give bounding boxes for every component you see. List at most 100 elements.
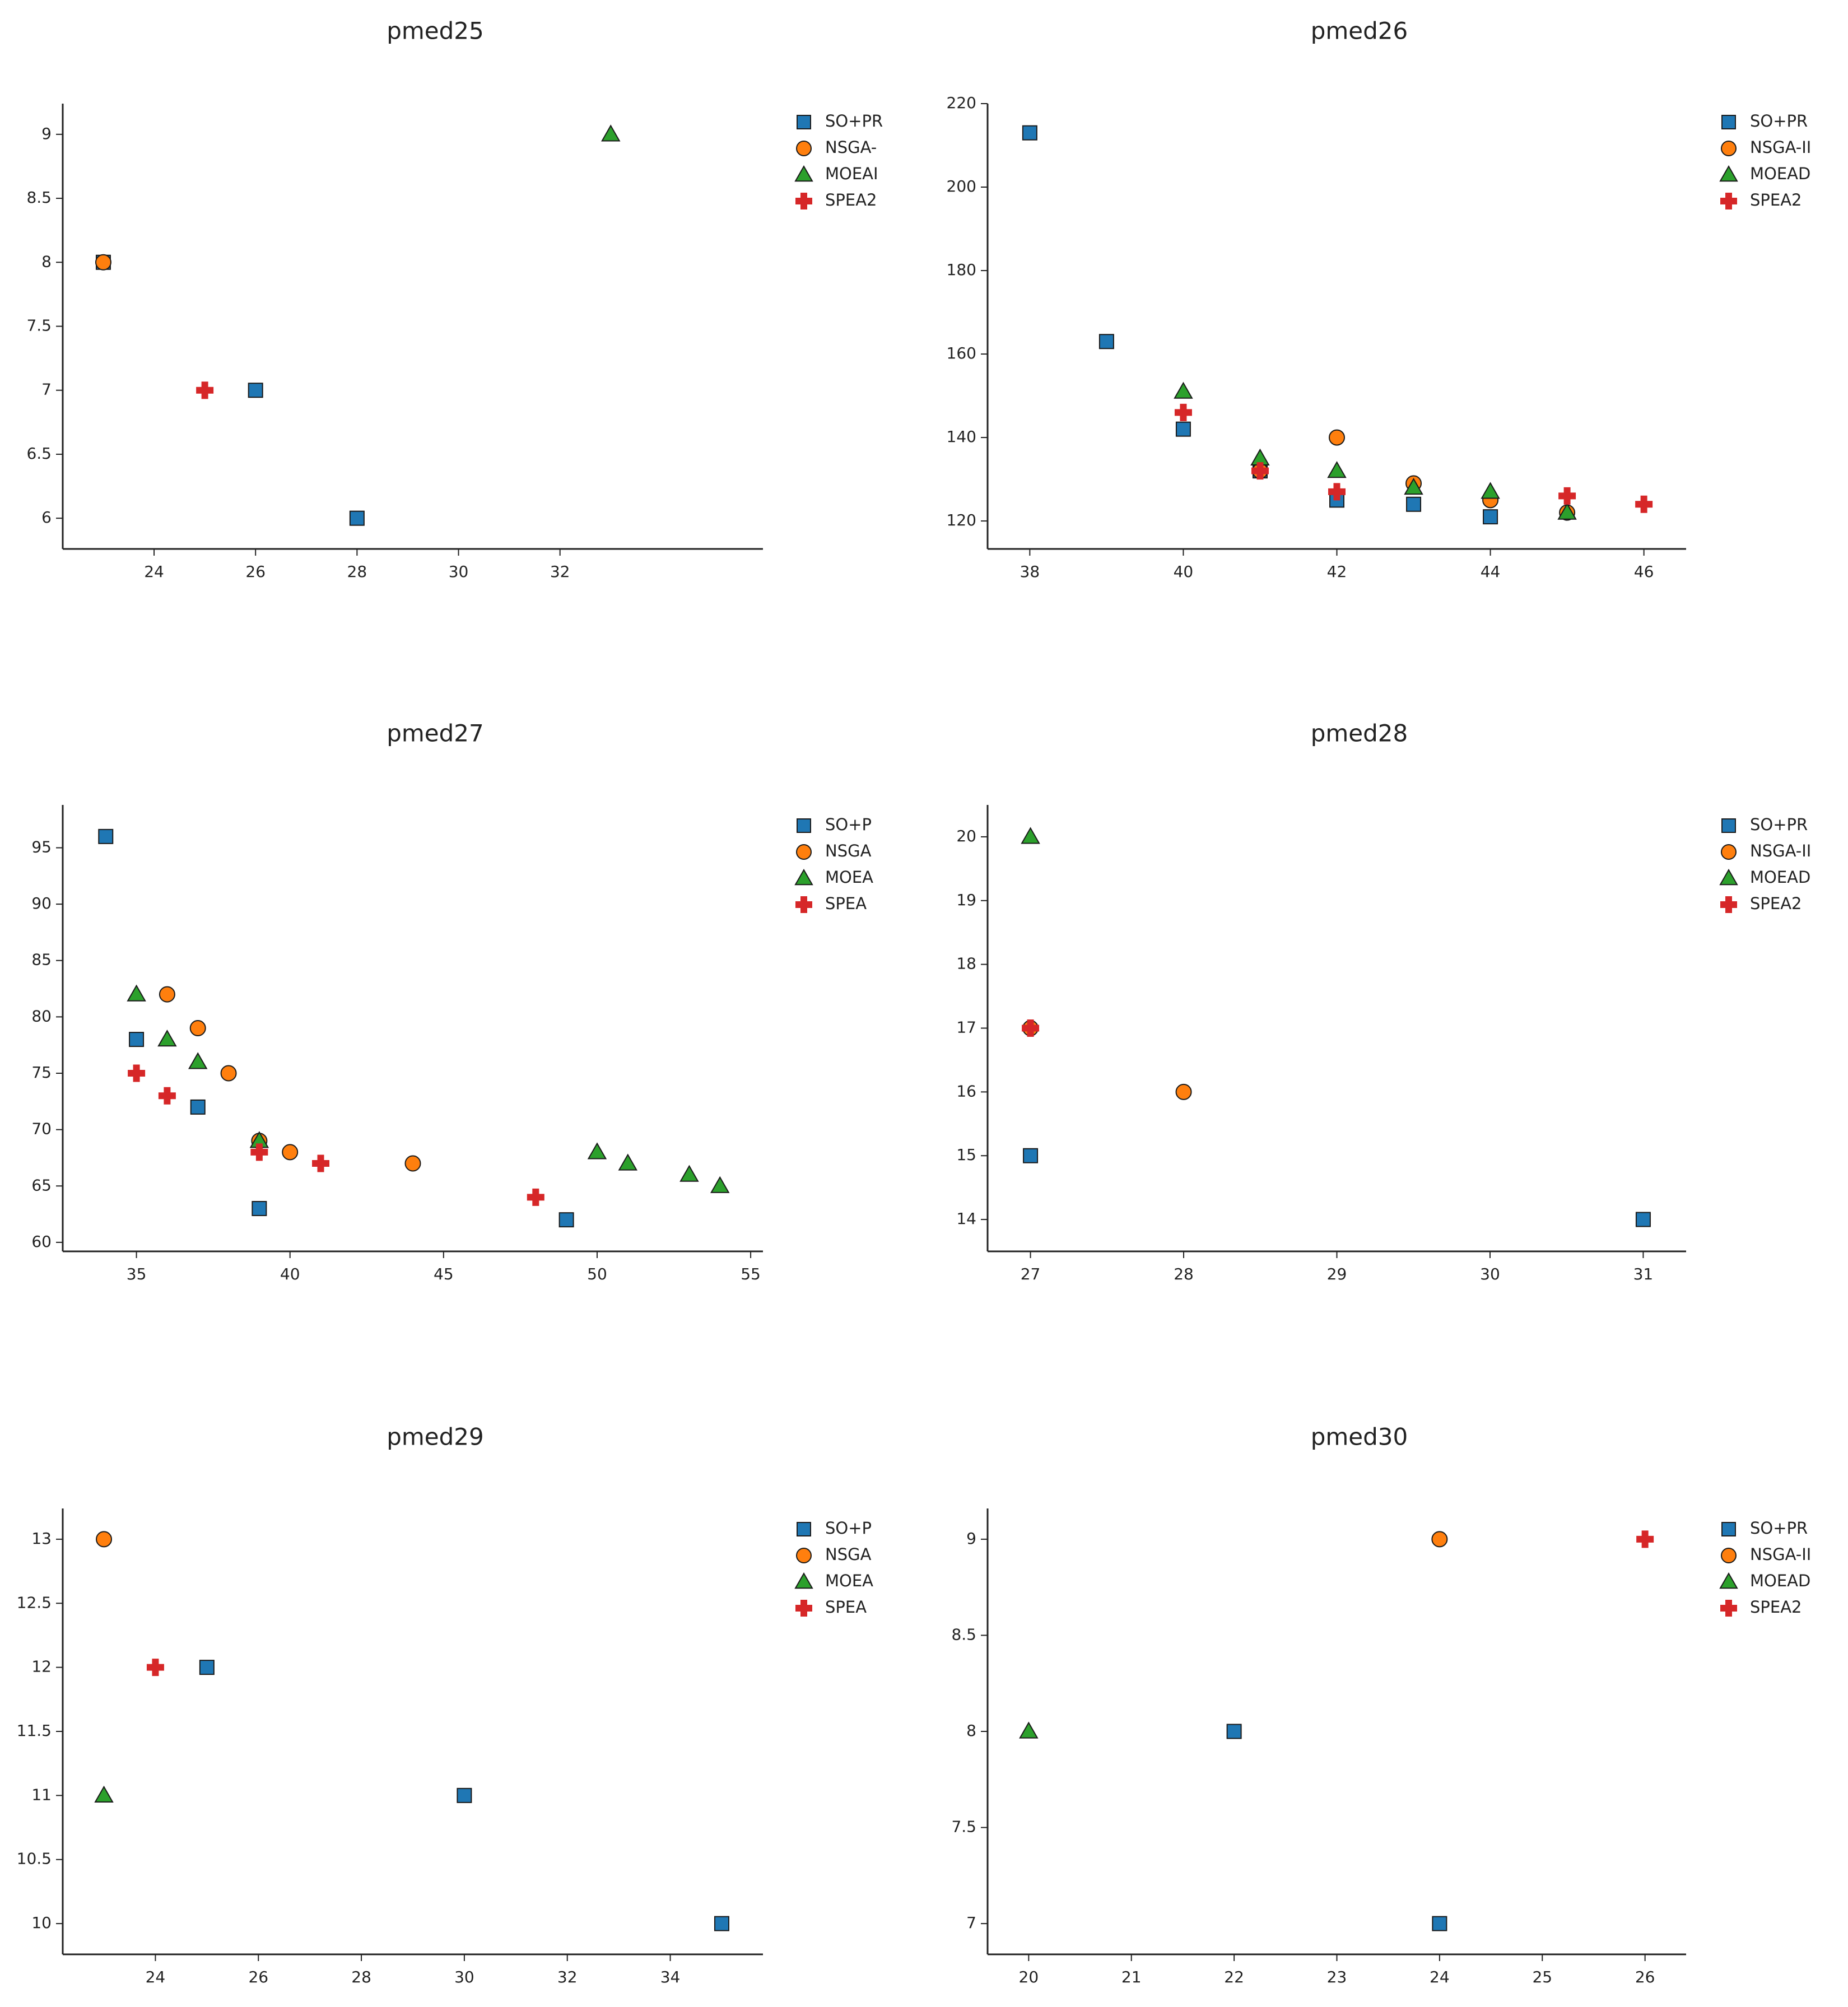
- data-point-so-pr: [349, 510, 365, 526]
- series-moead: [1019, 1721, 1039, 1739]
- chart-title: pmed27: [387, 720, 484, 747]
- data-point-moead: [94, 1785, 114, 1803]
- x-tick-label: 40: [1174, 562, 1194, 581]
- legend-label-nsga-ii: NSGA-II: [1750, 841, 1811, 860]
- legend-marker-spea2: [795, 1600, 812, 1617]
- legend-label-moead: MOEAI: [825, 164, 878, 183]
- data-point-so-pr: [252, 1201, 267, 1217]
- series-spea2: [146, 1659, 164, 1677]
- x-tick-label: 29: [1327, 1265, 1347, 1283]
- legend-marker-so-pr: [797, 1522, 811, 1536]
- x-tick-label: 22: [1224, 1968, 1244, 1986]
- series-nsga-ii: [1431, 1531, 1448, 1548]
- y-tick-label: 65: [31, 1176, 52, 1194]
- y-tick-label: 95: [31, 837, 52, 856]
- y-tick-label: 8.5: [26, 188, 52, 207]
- y-tick-label: 140: [947, 427, 976, 446]
- series-moead: [601, 124, 621, 142]
- chart-title: pmed28: [1311, 720, 1408, 747]
- data-point-moead: [679, 1165, 699, 1182]
- x-tick-label: 31: [1633, 1265, 1654, 1283]
- data-point-spea2: [1636, 1530, 1654, 1548]
- legend-marker-nsga-ii: [796, 844, 812, 860]
- x-tick-label: 38: [1020, 562, 1040, 581]
- data-point-so-pr: [248, 383, 263, 398]
- x-tick-label: 28: [351, 1968, 371, 1986]
- legend-marker-moead: [1719, 868, 1738, 886]
- data-point-moead: [618, 1153, 637, 1171]
- data-point-nsga-ii: [282, 1144, 299, 1161]
- x-tick-label: 24: [146, 1968, 166, 1986]
- data-point-so-pr: [1483, 509, 1498, 525]
- y-tick-label: 12: [31, 1657, 52, 1676]
- series-spea2: [196, 381, 214, 399]
- y-tick-label: 7: [41, 380, 52, 399]
- series-nsga-ii: [96, 1531, 113, 1548]
- x-tick-label: 34: [660, 1968, 681, 1986]
- legend-marker-so-pr: [1721, 115, 1736, 129]
- chart-title: pmed29: [387, 1423, 484, 1451]
- series-so-pr: [199, 1660, 729, 1931]
- legend-marker-spea2: [1720, 193, 1737, 209]
- legend-marker-spea2: [1720, 1600, 1737, 1617]
- series-so-pr: [98, 828, 574, 1228]
- legend-marker-spea2: [1720, 896, 1737, 913]
- y-tick-label: 8.5: [951, 1625, 976, 1643]
- y-tick-label: 16: [956, 1082, 976, 1100]
- x-tick-label: 26: [248, 1968, 268, 1986]
- y-tick-label: 11: [31, 1785, 52, 1804]
- legend-marker-spea2: [795, 193, 812, 209]
- y-tick-label: 220: [947, 94, 976, 112]
- data-point-so-pr: [1226, 1724, 1242, 1739]
- chart-panel-pmed28: pmed28 27 28 29 30 31 14 15 16 17 18 19 20 SO+PR NSGA-…: [956, 720, 1811, 1284]
- y-tick-label: 9: [41, 124, 52, 143]
- y-tick-label: 11.5: [17, 1721, 52, 1740]
- data-point-nsga-ii: [189, 1020, 206, 1036]
- legend-label-so-pr: SO+P: [825, 815, 872, 834]
- series-so-pr: [1226, 1724, 1447, 1931]
- data-point-nsga-ii: [95, 254, 111, 271]
- data-point-spea2: [312, 1154, 330, 1172]
- legend-marker-so-pr: [797, 818, 811, 833]
- series-spea2: [1636, 1530, 1654, 1548]
- y-tick-label: 200: [947, 177, 976, 195]
- legend-label-nsga-ii: NSGA-II: [1750, 1545, 1811, 1564]
- legend-label-moead: MOEA: [825, 868, 873, 887]
- legend-label-so-pr: SO+PR: [1750, 1519, 1808, 1538]
- legend-label-nsga-ii: NSGA-: [825, 138, 877, 157]
- legend-marker-so-pr: [797, 115, 811, 129]
- data-point-spea2: [128, 1064, 146, 1082]
- series-spea2: [1174, 403, 1653, 513]
- x-tick-label: 42: [1327, 562, 1347, 581]
- series-moead: [1021, 827, 1040, 844]
- x-tick-label: 40: [280, 1265, 300, 1283]
- data-point-moead: [1481, 482, 1500, 499]
- x-tick-label: 30: [449, 562, 469, 581]
- series-nsga-ii: [159, 986, 421, 1172]
- series-moead: [127, 984, 730, 1193]
- x-tick-label: 50: [587, 1265, 607, 1283]
- legend: SO+PR NSGA-II MOEAD SPEA2: [1719, 111, 1811, 209]
- legend-label-so-pr: SO+PR: [1750, 111, 1808, 131]
- legend-marker-moead: [1719, 1572, 1738, 1589]
- data-point-spea2: [1558, 487, 1576, 505]
- data-point-moead: [1404, 477, 1423, 495]
- series-spea2: [128, 1064, 544, 1206]
- data-point-spea2: [1328, 483, 1346, 501]
- chart-panel-pmed27: pmed27 35 40 45 50 55 60 65 70 75 80 85 90 95 SO+P NSGA…: [31, 720, 873, 1284]
- data-point-moead: [1327, 461, 1347, 478]
- data-point-so-pr: [1432, 1916, 1447, 1931]
- y-tick-label: 17: [956, 1018, 976, 1037]
- legend-marker-nsga-ii: [796, 1548, 812, 1563]
- data-point-spea2: [196, 381, 214, 399]
- data-point-spea2: [527, 1188, 544, 1206]
- legend-label-spea2: SPEA: [825, 1598, 867, 1617]
- legend-marker-nsga-ii: [1721, 1548, 1737, 1563]
- y-tick-label: 18: [956, 954, 976, 973]
- chart-panel-pmed30: pmed30 20 21 22 23 24 25 26 7 7.5 8 8.5 9 SO+PR NSGA-I…: [951, 1423, 1811, 1987]
- x-tick-label: 45: [434, 1265, 454, 1283]
- data-point-so-pr: [1175, 421, 1191, 437]
- x-tick-label: 55: [741, 1265, 761, 1283]
- data-point-moead: [1021, 827, 1040, 844]
